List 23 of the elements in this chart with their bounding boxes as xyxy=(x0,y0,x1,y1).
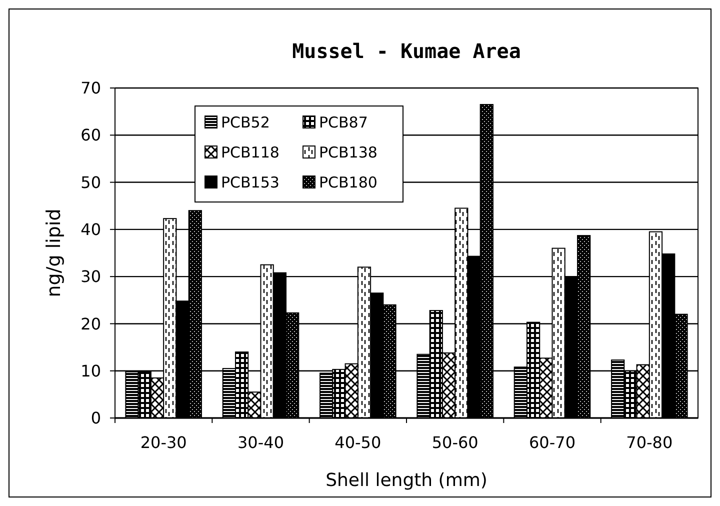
x-tick-label: 40-50 xyxy=(334,433,382,452)
chart-title: Mussel - Kumae Area xyxy=(292,39,521,63)
y-tick-label: 40 xyxy=(80,220,101,240)
x-tick-label: 50-60 xyxy=(432,433,478,452)
y-tick-label: 70 xyxy=(80,78,101,98)
y-tick-label: 50 xyxy=(80,172,101,192)
legend-label: PCB153 xyxy=(221,173,280,192)
y-tick-label: 30 xyxy=(80,267,101,286)
y-tick-label: 10 xyxy=(80,361,101,380)
legend-label: PCB180 xyxy=(319,173,378,192)
x-tick-label: 20-30 xyxy=(140,433,187,452)
y-tick-label: 60 xyxy=(80,126,101,145)
legend-label: PCB87 xyxy=(319,113,368,132)
x-tick-label: 60-70 xyxy=(529,433,576,452)
legend-label: PCB52 xyxy=(221,113,270,132)
y-axis-title: ng/g lipid xyxy=(43,208,65,298)
y-tick-label: 20 xyxy=(80,314,101,334)
y-tick-label: 0 xyxy=(90,408,101,428)
legend-label: PCB138 xyxy=(319,143,378,162)
x-axis-title: Shell length (mm) xyxy=(326,470,488,491)
legend-label: PCB118 xyxy=(221,143,280,162)
x-tick-label: 70-80 xyxy=(626,433,673,452)
x-tick-label: 30-40 xyxy=(238,433,284,452)
